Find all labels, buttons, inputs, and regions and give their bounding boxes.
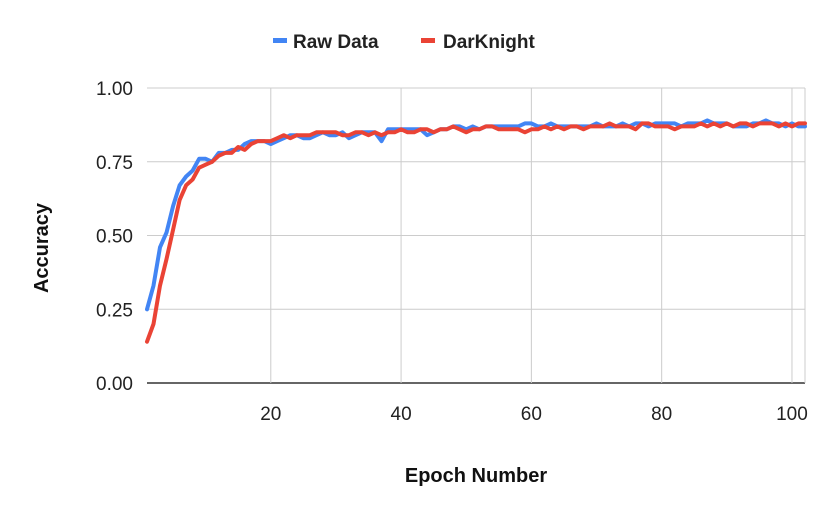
- y-axis: 0.00 0.25 0.50 0.75 1.00: [96, 79, 133, 395]
- y-tick-label: 0.50: [96, 227, 133, 248]
- gridlines: [147, 87, 806, 384]
- series-lines: [145, 118, 807, 344]
- series-line-darknight: [145, 121, 807, 344]
- legend-swatch-raw-data: [273, 38, 287, 43]
- legend-label-raw-data: Raw Data: [293, 32, 379, 53]
- x-tick-label: 20: [260, 404, 281, 425]
- y-tick-label: 0.25: [96, 300, 133, 321]
- y-axis-title: Accuracy: [31, 202, 53, 293]
- x-tick-label: 60: [521, 404, 542, 425]
- legend-swatch-darknight: [421, 38, 435, 43]
- y-tick-label: 0.00: [96, 374, 133, 395]
- x-tick-label: 80: [651, 404, 672, 425]
- x-tick-label: 100: [776, 404, 808, 425]
- legend-label-darknight: DarKnight: [443, 32, 536, 53]
- x-axis-title: Epoch Number: [405, 465, 547, 487]
- x-tick-label: 40: [391, 404, 412, 425]
- y-tick-label: 0.75: [96, 153, 133, 174]
- x-axis: 20 40 60 80 100: [260, 404, 808, 425]
- y-tick-label: 1.00: [96, 79, 133, 100]
- legend: Raw Data DarKnight: [273, 32, 536, 53]
